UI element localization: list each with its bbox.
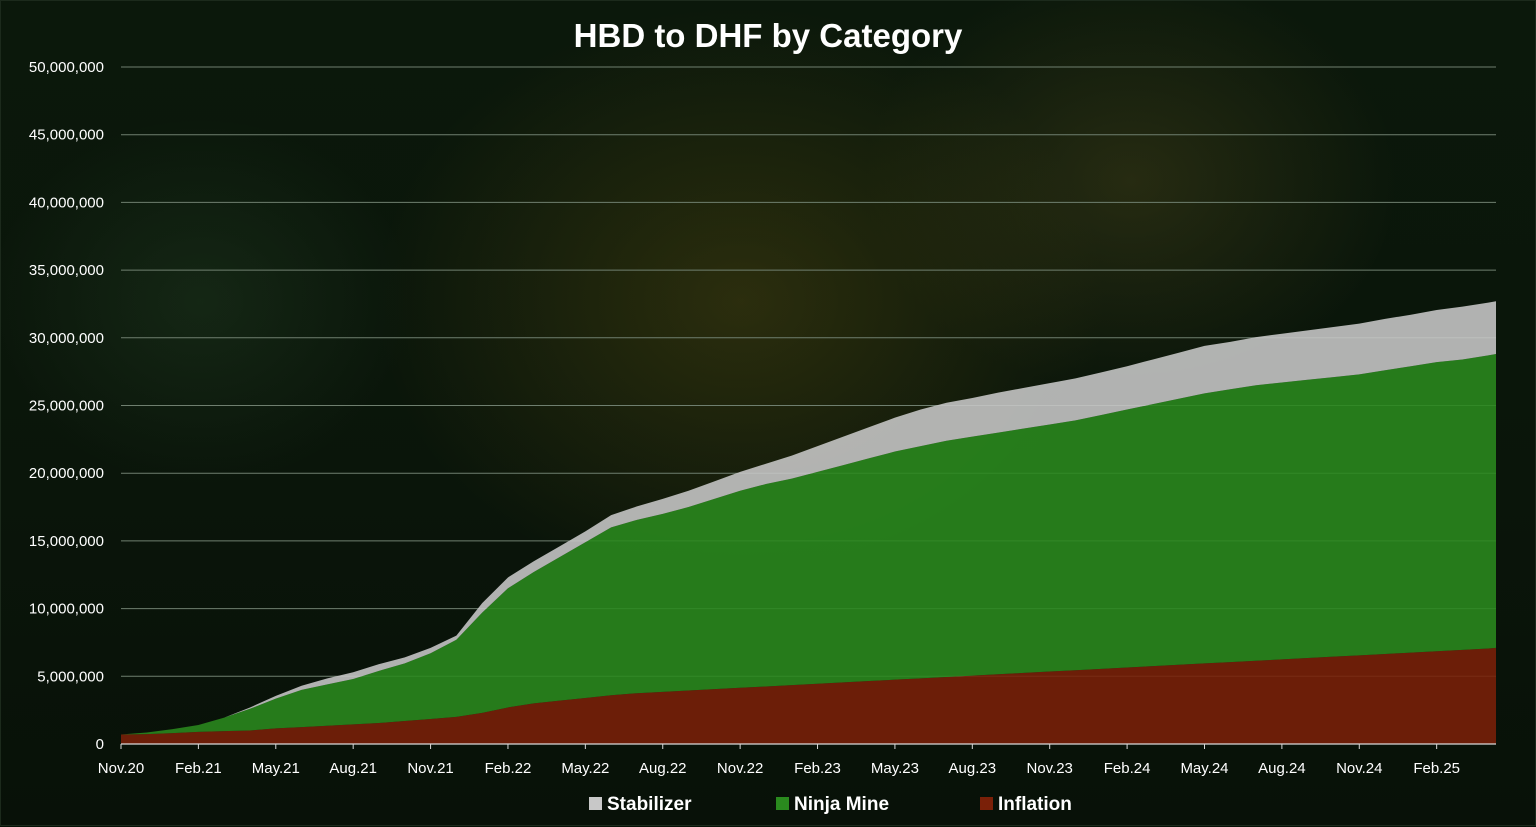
x-tick-label: May.22 bbox=[561, 760, 609, 777]
y-tick-label: 40,000,000 bbox=[29, 194, 104, 211]
x-tick-label: Aug.23 bbox=[949, 760, 997, 777]
y-tick-label: 5,000,000 bbox=[37, 668, 104, 685]
series-area-ninja-mine bbox=[121, 354, 1496, 735]
x-tick-label: Nov.22 bbox=[717, 760, 763, 777]
x-tick-label: Nov.24 bbox=[1336, 760, 1382, 777]
y-tick-label: 35,000,000 bbox=[29, 262, 104, 279]
x-tick-label: Aug.22 bbox=[639, 760, 687, 777]
x-tick-label: Feb.22 bbox=[485, 760, 532, 777]
x-tick-label: Aug.24 bbox=[1258, 760, 1306, 777]
x-tick-label: Nov.23 bbox=[1026, 760, 1072, 777]
y-tick-label: 50,000,000 bbox=[29, 59, 104, 76]
x-tick-label: Feb.23 bbox=[794, 760, 841, 777]
chart-title: HBD to DHF by Category bbox=[573, 17, 963, 54]
series-area-inflation bbox=[121, 647, 1496, 744]
x-tick-label: Nov.20 bbox=[98, 760, 144, 777]
y-axis: 0 5,000,000 10,000,000 15,000,000 20,000,000… bbox=[29, 59, 104, 753]
y-tick-label: 15,000,000 bbox=[29, 533, 104, 550]
x-tick-label: Aug.21 bbox=[329, 760, 377, 777]
legend-swatch-inflation bbox=[980, 797, 993, 810]
y-tick-label: 20,000,000 bbox=[29, 465, 104, 482]
y-tick-label: 10,000,000 bbox=[29, 601, 104, 618]
area-series bbox=[121, 301, 1496, 744]
legend: Stabilizer Ninja Mine Inflation bbox=[589, 794, 1072, 815]
legend-swatch-ninja-mine bbox=[776, 797, 789, 810]
x-tick-label: Feb.25 bbox=[1413, 760, 1460, 777]
series-area-stabilizer bbox=[121, 301, 1496, 735]
x-tick-label: Feb.21 bbox=[175, 760, 222, 777]
legend-swatch-stabilizer bbox=[589, 797, 602, 810]
y-tick-label: 30,000,000 bbox=[29, 330, 104, 347]
x-tick-label: May.23 bbox=[871, 760, 919, 777]
y-tick-label: 45,000,000 bbox=[29, 127, 104, 144]
y-tick-label: 25,000,000 bbox=[29, 398, 104, 415]
legend-label: Inflation bbox=[998, 794, 1072, 815]
y-tick-label: 0 bbox=[96, 736, 104, 753]
x-tick-label: Feb.24 bbox=[1104, 760, 1151, 777]
x-tick-label: May.21 bbox=[252, 760, 300, 777]
x-tick-label: May.24 bbox=[1180, 760, 1228, 777]
x-axis: Nov.20 Feb.21 May.21 Aug.21 Nov.21 Feb.22 May.… bbox=[98, 743, 1496, 777]
x-tick-label: Nov.21 bbox=[407, 760, 453, 777]
legend-label: Ninja Mine bbox=[794, 794, 889, 815]
legend-label: Stabilizer bbox=[607, 794, 692, 815]
